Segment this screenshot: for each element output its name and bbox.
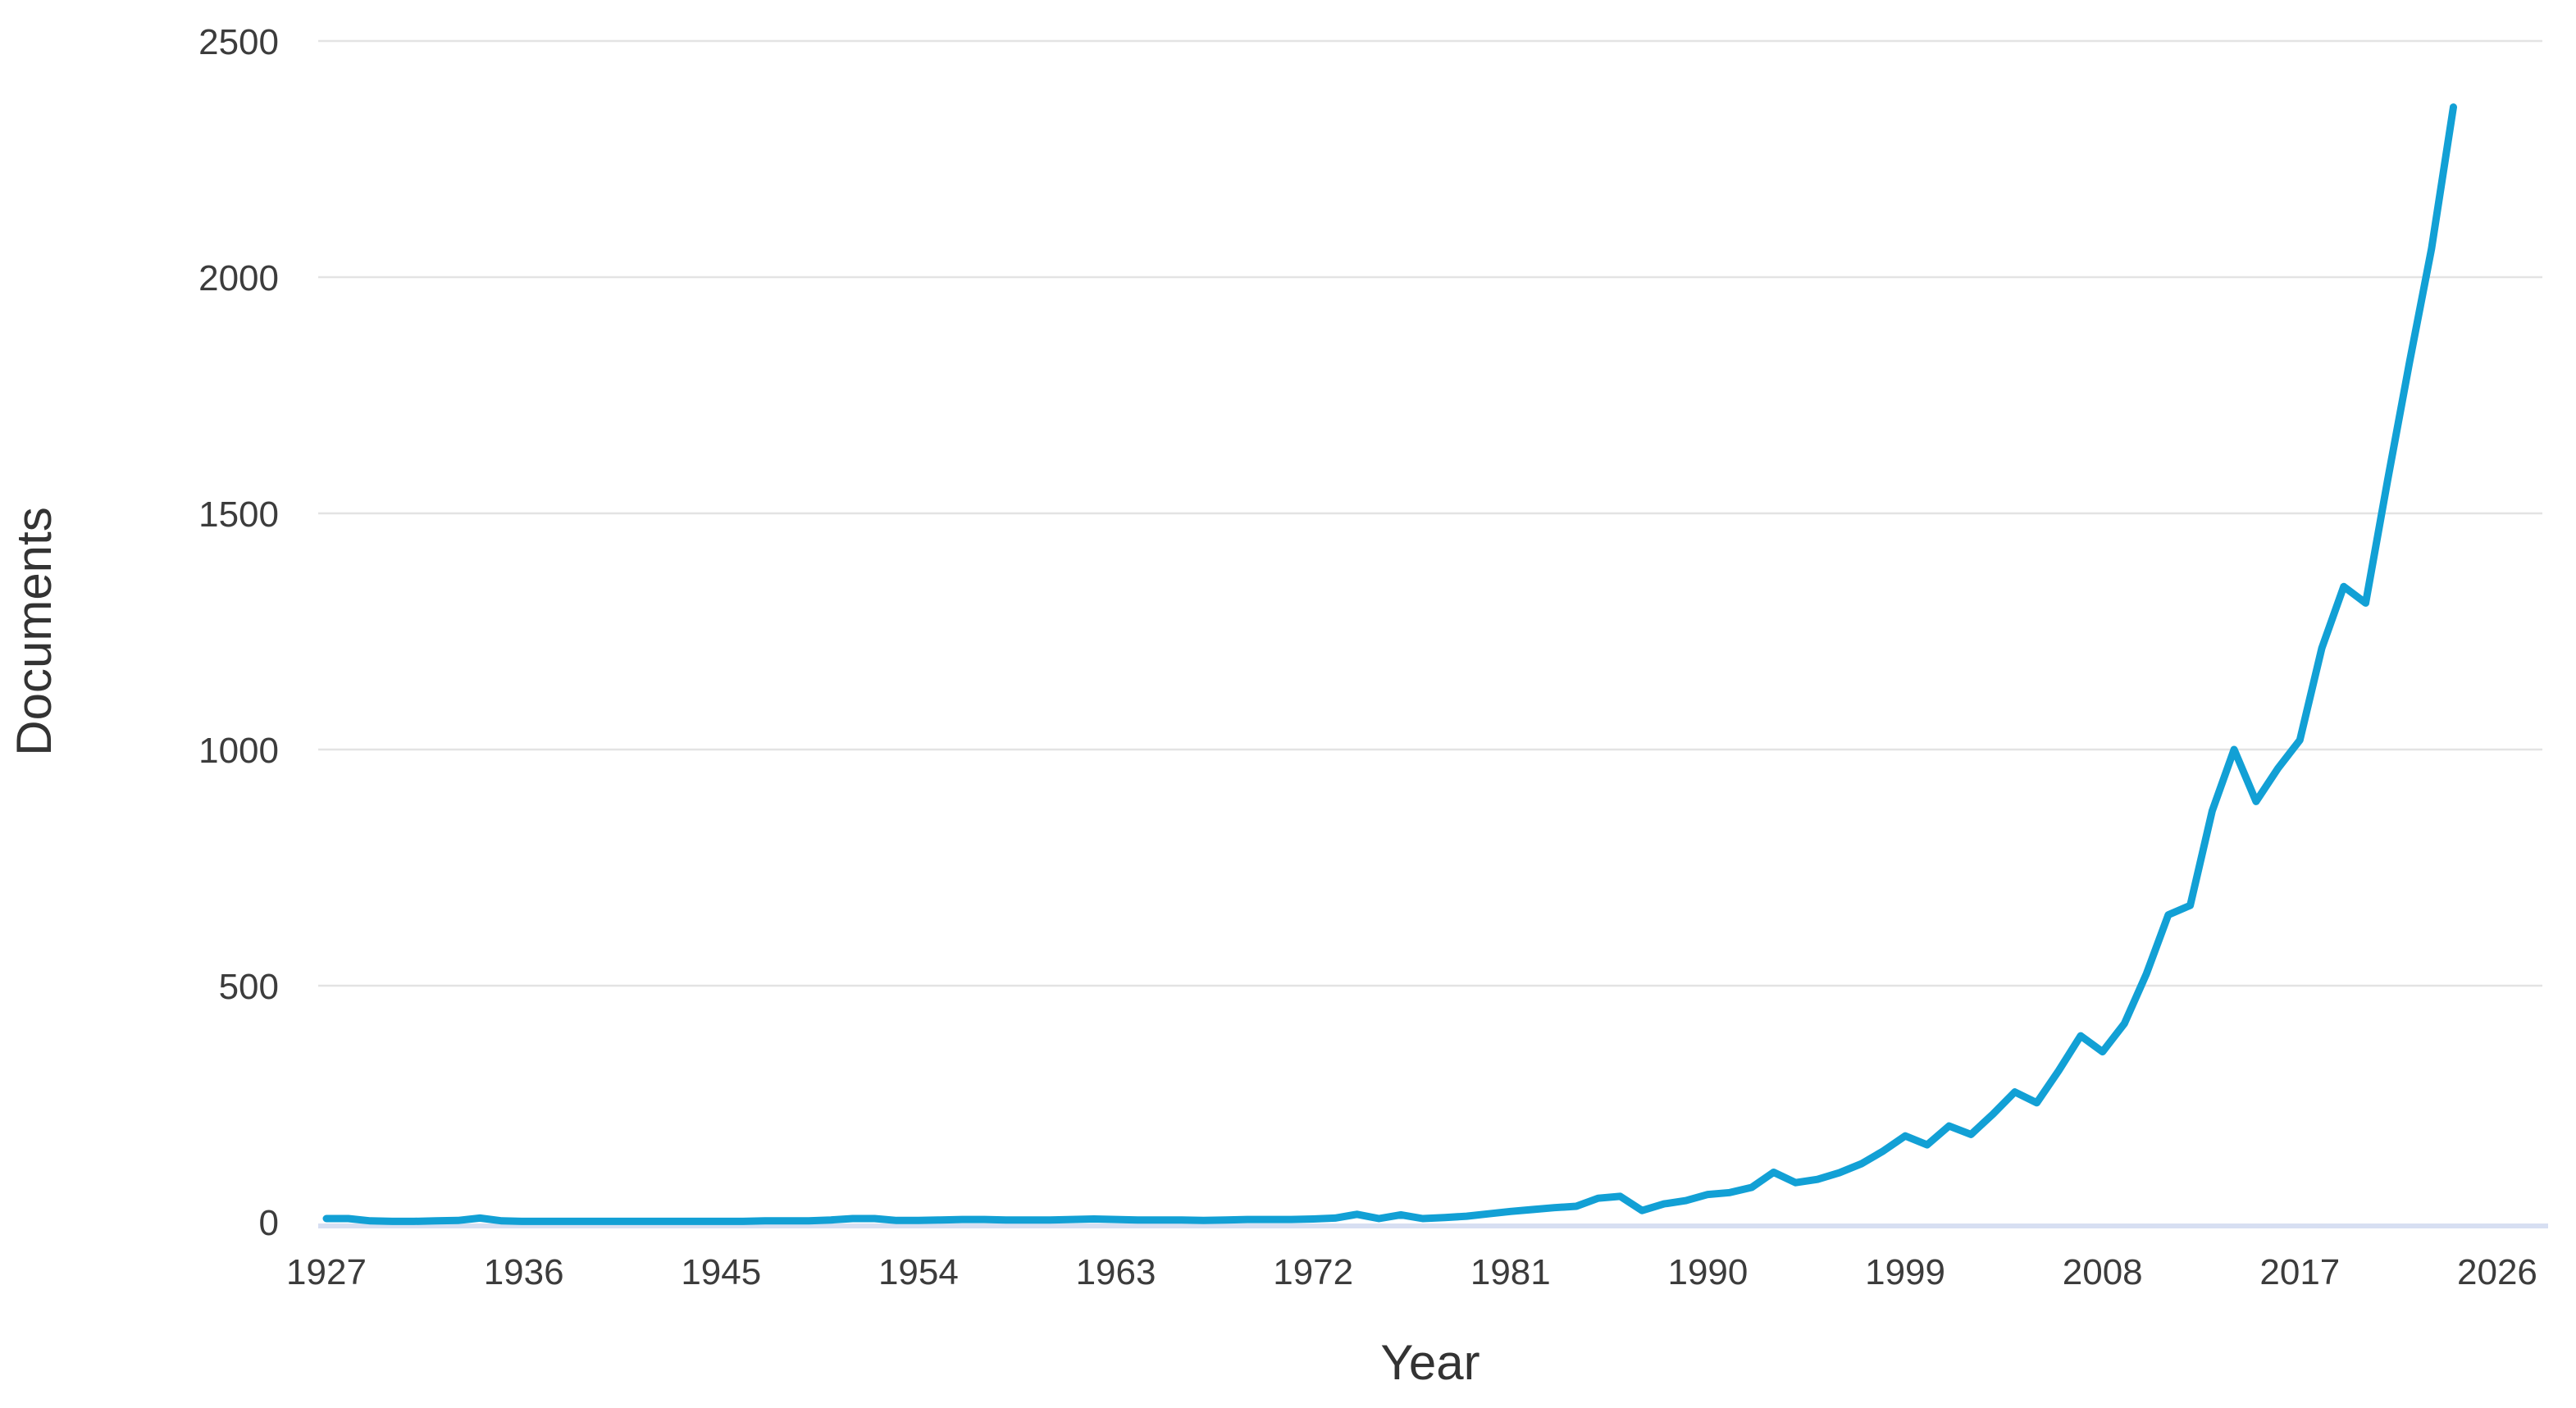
y-axis-title: Documents <box>7 507 62 755</box>
y-tick-label-1000: 1000 <box>198 731 279 771</box>
x-tick-label-1936: 1936 <box>484 1252 564 1292</box>
x-tick-label-1999: 1999 <box>1865 1252 1945 1292</box>
x-tick-label-2008: 2008 <box>2063 1252 2143 1292</box>
x-tick-label-1963: 1963 <box>1076 1252 1156 1292</box>
documents-line-series <box>322 103 2457 1225</box>
y-tick-label-0: 0 <box>259 1203 279 1243</box>
x-tick-label-1990: 1990 <box>1667 1252 1748 1292</box>
y-tick-label-2500: 2500 <box>198 22 279 62</box>
x-tick-label-1972: 1972 <box>1273 1252 1353 1292</box>
x-tick-label-2017: 2017 <box>2259 1252 2340 1292</box>
gridlines-group <box>318 39 2542 987</box>
x-tick-label-1927: 1927 <box>286 1252 367 1292</box>
y-tick-label-2000: 2000 <box>198 258 279 298</box>
x-axis-tick-labels: 1927 1936 1945 1954 1963 1972 1981 1990 1999 2008… <box>286 1252 2537 1292</box>
x-tick-label-1954: 1954 <box>878 1252 959 1292</box>
y-tick-label-500: 500 <box>219 967 279 1007</box>
y-axis-tick-labels: 0 500 1000 1500 2000 2500 <box>198 22 279 1243</box>
x-tick-label-2026: 2026 <box>2457 1252 2537 1292</box>
x-tick-label-1945: 1945 <box>681 1252 761 1292</box>
x-axis-title: Year <box>1380 1335 1479 1390</box>
y-tick-label-1500: 1500 <box>198 494 279 535</box>
x-tick-label-1981: 1981 <box>1470 1252 1551 1292</box>
